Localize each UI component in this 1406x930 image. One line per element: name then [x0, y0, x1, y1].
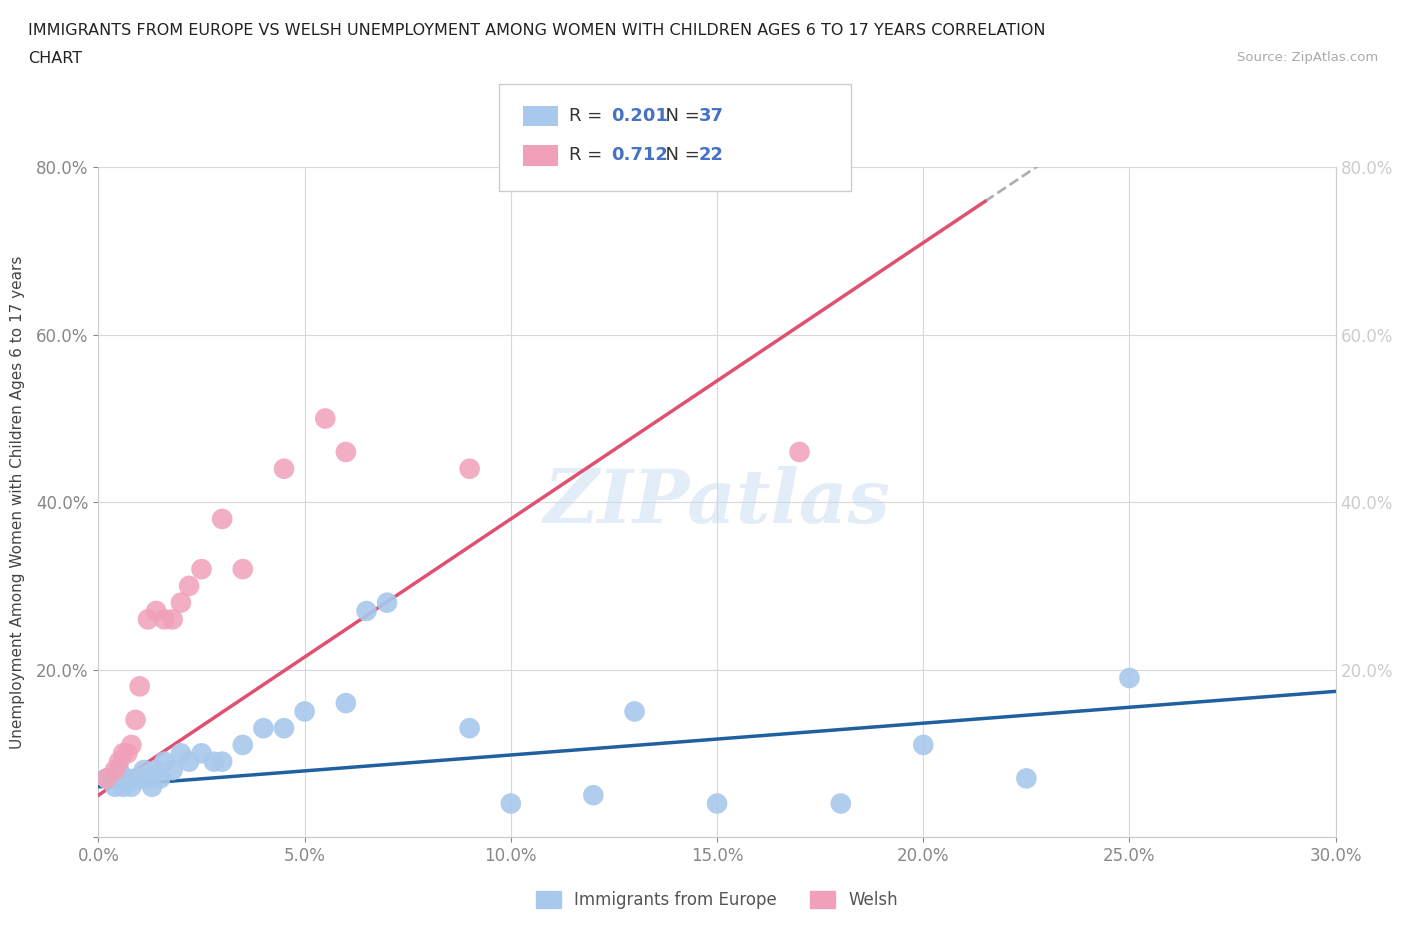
Point [128, 771, 150, 786]
Text: N =: N = [654, 107, 706, 126]
Point [623, 704, 645, 719]
Point [153, 612, 176, 627]
Point [190, 746, 212, 761]
Point [335, 445, 357, 459]
Point [458, 461, 481, 476]
Point [190, 562, 212, 577]
Text: CHART: CHART [28, 51, 82, 66]
Text: 22: 22 [699, 146, 724, 165]
Point [108, 763, 131, 777]
Point [100, 771, 122, 786]
Point [314, 411, 336, 426]
Point [458, 721, 481, 736]
Point [132, 763, 155, 777]
Text: N =: N = [654, 146, 706, 165]
Point [706, 796, 728, 811]
Point [830, 796, 852, 811]
Point [1015, 771, 1038, 786]
Point [162, 612, 184, 627]
Point [112, 779, 135, 794]
Text: R =: R = [569, 146, 609, 165]
Point [179, 754, 201, 769]
Point [179, 578, 201, 593]
Text: Source: ZipAtlas.com: Source: ZipAtlas.com [1237, 51, 1378, 64]
Point [375, 595, 398, 610]
Point [499, 796, 522, 811]
Point [294, 704, 316, 719]
Point [252, 721, 274, 736]
Point [117, 771, 139, 786]
Text: 0.712: 0.712 [612, 146, 668, 165]
Point [124, 771, 146, 786]
Point [162, 763, 184, 777]
Text: IMMIGRANTS FROM EUROPE VS WELSH UNEMPLOYMENT AMONG WOMEN WITH CHILDREN AGES 6 TO: IMMIGRANTS FROM EUROPE VS WELSH UNEMPLOY… [28, 23, 1046, 38]
Point [273, 461, 295, 476]
Point [112, 746, 135, 761]
Point [789, 445, 811, 459]
Text: 37: 37 [699, 107, 724, 126]
Point [232, 737, 254, 752]
Point [120, 737, 142, 752]
Legend: Immigrants from Europe, Welsh: Immigrants from Europe, Welsh [529, 884, 905, 916]
Point [117, 746, 139, 761]
Text: 0.201: 0.201 [612, 107, 668, 126]
Point [153, 754, 176, 769]
Point [128, 679, 150, 694]
Point [108, 754, 131, 769]
Point [104, 763, 127, 777]
Point [104, 779, 127, 794]
Point [356, 604, 378, 618]
Point [170, 746, 193, 761]
Point [149, 771, 172, 786]
Point [145, 604, 167, 618]
Point [96, 771, 118, 786]
Point [136, 771, 159, 786]
Point [1118, 671, 1140, 685]
Point [232, 562, 254, 577]
Point [582, 788, 605, 803]
Point [145, 763, 167, 777]
Text: ZIPatlas: ZIPatlas [544, 466, 890, 538]
Point [124, 712, 146, 727]
Point [170, 595, 193, 610]
Point [141, 779, 163, 794]
Point [273, 721, 295, 736]
Point [120, 779, 142, 794]
Point [211, 754, 233, 769]
Point [335, 696, 357, 711]
Point [202, 754, 225, 769]
Y-axis label: Unemployment Among Women with Children Ages 6 to 17 years: Unemployment Among Women with Children A… [10, 256, 25, 749]
Point [912, 737, 935, 752]
Point [96, 771, 118, 786]
Text: R =: R = [569, 107, 609, 126]
Point [136, 612, 159, 627]
Point [211, 512, 233, 526]
